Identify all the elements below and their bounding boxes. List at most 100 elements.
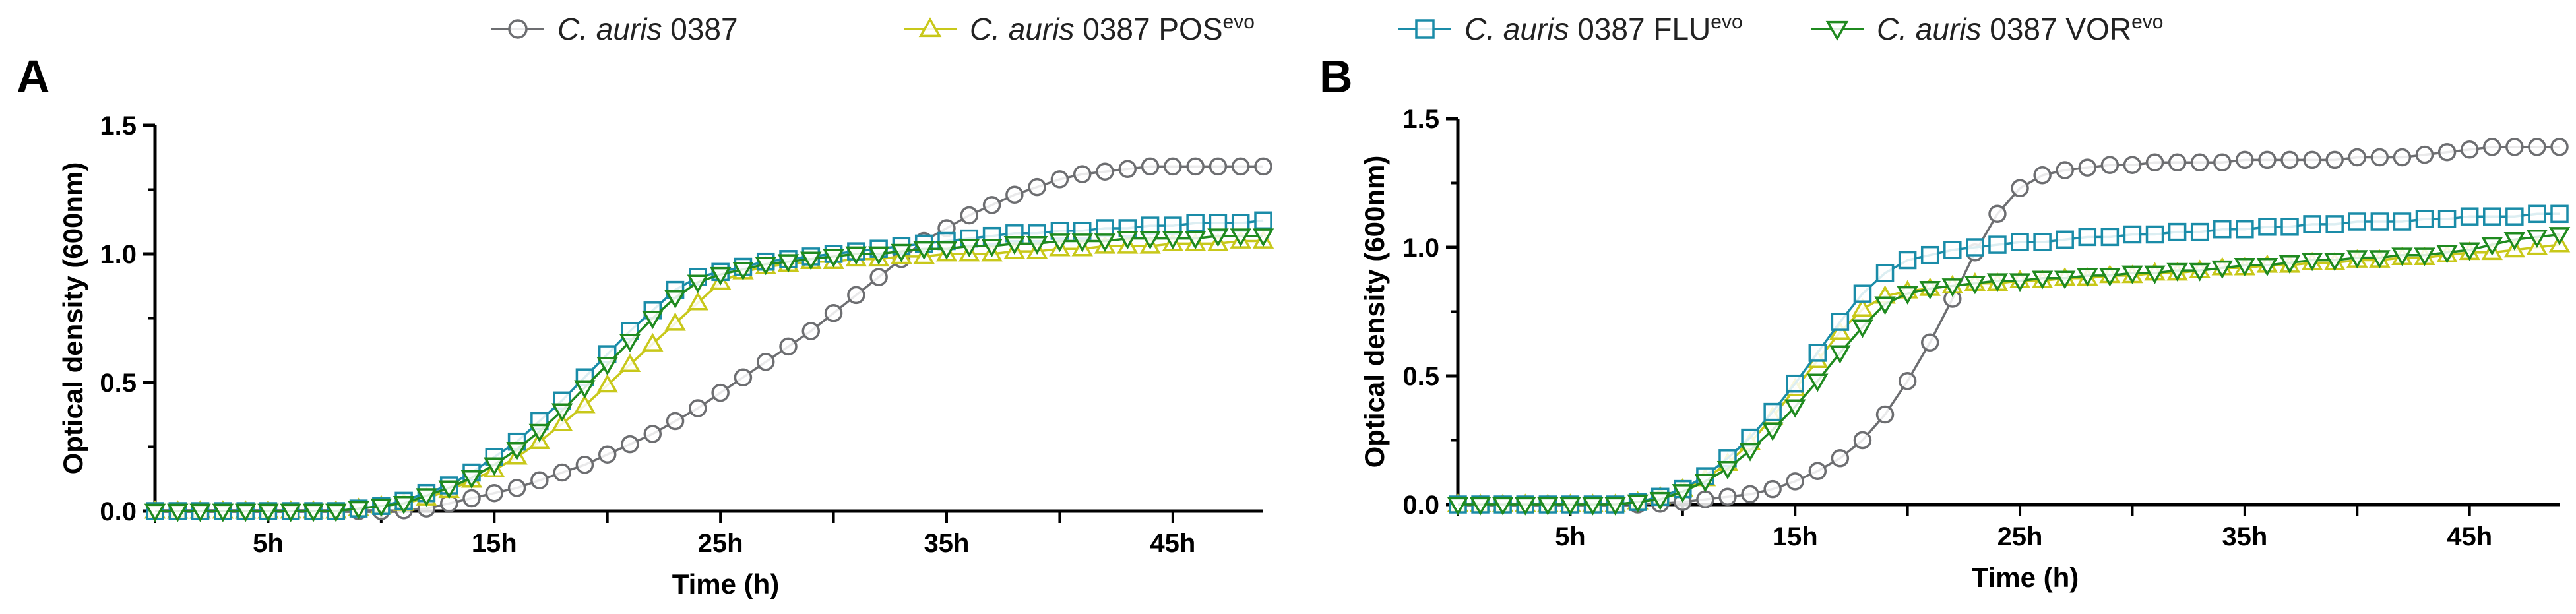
data-point <box>619 353 641 373</box>
data-point <box>1209 214 1228 232</box>
data-point <box>2121 265 2143 284</box>
data-point <box>1986 273 2009 292</box>
legend-label: C. auris 0387 <box>557 12 738 46</box>
data-point <box>1184 231 1207 250</box>
series-line <box>155 219 1264 512</box>
data-point <box>2391 247 2413 266</box>
data-point <box>1920 333 1939 352</box>
data-point <box>2054 270 2076 290</box>
data-point <box>2346 250 2368 269</box>
data-point <box>2303 215 2321 233</box>
data-point <box>619 334 641 353</box>
data-point <box>2393 212 2412 231</box>
data-point <box>2528 138 2546 156</box>
data-point <box>1117 231 1139 250</box>
data-point <box>2256 257 2278 276</box>
data-point <box>528 423 551 443</box>
data-point <box>824 303 843 322</box>
data-point <box>1469 497 1492 516</box>
data-point <box>1763 402 1782 421</box>
data-point <box>1718 487 1737 507</box>
data-point <box>2011 233 2029 251</box>
data-point <box>598 445 617 464</box>
legend-marker <box>508 19 528 39</box>
panel-label: B <box>1319 51 1353 102</box>
data-point <box>734 368 753 386</box>
data-point <box>1739 443 1761 462</box>
y-axis-label: Optical density (600nm) <box>57 162 88 475</box>
y-tick-label: 0.0 <box>1402 491 1439 520</box>
legend-label-italic: C. auris <box>1464 12 1569 46</box>
data-point <box>1852 319 1873 338</box>
data-point <box>869 268 888 286</box>
data-point <box>2213 220 2232 239</box>
data-point <box>2213 153 2232 172</box>
series-line <box>1458 233 2560 506</box>
x-tick-label: 45h <box>2447 522 2492 551</box>
data-point <box>2280 218 2299 236</box>
series <box>1449 138 2569 514</box>
data-point <box>687 274 709 293</box>
data-point <box>1139 231 1161 250</box>
data-point <box>1604 497 1626 516</box>
series-line <box>155 165 1263 512</box>
data-point <box>801 322 821 340</box>
data-point <box>1537 497 1559 516</box>
legend-marker <box>918 17 942 38</box>
data-point <box>348 501 369 520</box>
data-point <box>574 380 596 399</box>
data-point <box>2123 156 2142 174</box>
data-point <box>1875 405 1895 424</box>
data-point <box>1050 170 1069 189</box>
data-point <box>2168 153 2187 172</box>
data-point <box>711 383 730 402</box>
data-point <box>2503 231 2526 251</box>
data-point <box>2437 210 2457 228</box>
data-point <box>551 412 573 431</box>
y-tick-label: 1.0 <box>100 240 137 269</box>
data-point <box>1162 231 1184 250</box>
data-point <box>1831 449 1850 468</box>
x-tick-label: 35h <box>2222 522 2267 551</box>
data-point <box>2258 218 2277 236</box>
data-point <box>2526 230 2548 249</box>
data-point <box>2099 268 2121 287</box>
legend: C. auris 0387 C. auris 0387 POSevo C. auri… <box>491 11 2163 46</box>
data-point <box>2033 166 2052 185</box>
data-point <box>1096 162 1114 181</box>
panel-label: A <box>16 51 50 102</box>
data-point <box>1515 497 1536 516</box>
data-point <box>2550 204 2569 224</box>
data-point <box>2190 153 2209 172</box>
data-point <box>2011 179 2029 198</box>
data-point <box>2481 237 2503 256</box>
data-point <box>189 503 211 522</box>
data-point <box>1761 422 1784 441</box>
data-point <box>1874 296 1896 315</box>
data-point <box>960 206 979 225</box>
data-point <box>2168 222 2187 241</box>
data-point <box>2278 255 2301 274</box>
data-point <box>2415 210 2434 228</box>
data-point <box>845 246 867 265</box>
data-point <box>1784 399 1806 418</box>
data-point <box>2100 228 2120 247</box>
panel-a: A 0.0 0.5 1.0 1.5 5h 15h 25h 35h 45h Time (h) Optic… <box>16 51 1274 599</box>
data-point <box>234 503 257 522</box>
data-point <box>1186 214 1205 232</box>
data-point <box>2548 227 2571 246</box>
data-point <box>1254 157 1272 176</box>
data-point <box>370 498 393 517</box>
series-line <box>155 234 1263 512</box>
data-point <box>1786 374 1804 393</box>
legend-label-sup: evo <box>2131 11 2163 33</box>
data-point <box>2258 150 2277 169</box>
data-point <box>1853 431 1872 450</box>
data-point <box>393 495 415 514</box>
data-point <box>1964 276 1986 295</box>
data-point <box>1988 204 2007 224</box>
data-point <box>2031 270 2054 290</box>
series <box>1447 233 2571 512</box>
data-point <box>1559 497 1581 516</box>
data-point <box>2325 150 2344 169</box>
